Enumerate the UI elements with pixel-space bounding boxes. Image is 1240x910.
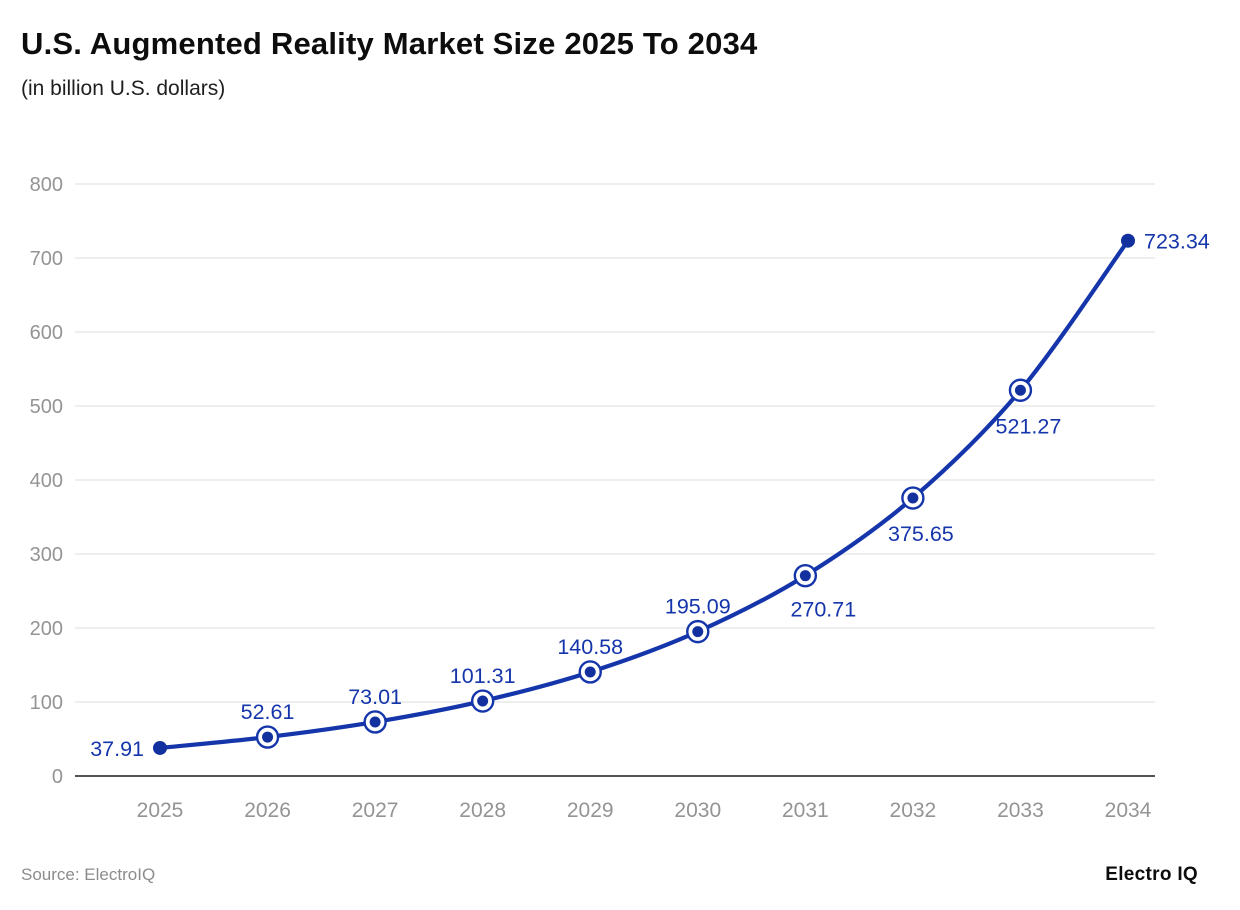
data-point-marker (1121, 233, 1135, 248)
data-point-label: 723.34 (1144, 230, 1210, 254)
data-point-label: 521.27 (996, 414, 1062, 438)
y-tick-label: 0 (52, 766, 63, 788)
data-point-label: 73.01 (348, 685, 402, 709)
y-tick-label: 300 (30, 544, 63, 566)
data-point-marker (692, 626, 704, 638)
data-point-marker (1014, 384, 1026, 396)
y-tick-label: 200 (30, 618, 63, 640)
x-tick-label: 2029 (567, 799, 614, 822)
x-tick-label: 2028 (459, 799, 506, 822)
y-tick-label: 500 (30, 396, 63, 418)
page-root: { "header": { "title": "U.S. Augmented R… (0, 26, 1240, 910)
data-point-label: 375.65 (888, 522, 954, 546)
y-tick-label: 100 (30, 692, 63, 714)
data-point-marker (153, 740, 167, 755)
y-tick-label: 600 (30, 322, 63, 344)
data-point-label: 270.71 (790, 598, 856, 622)
y-tick-label: 700 (30, 248, 63, 270)
data-point-label: 52.61 (241, 700, 295, 724)
x-tick-label: 2030 (674, 799, 721, 822)
x-tick-label: 2033 (997, 799, 1044, 822)
x-tick-label: 2032 (890, 799, 937, 822)
data-point-label: 37.91 (90, 737, 144, 761)
y-tick-label: 800 (30, 174, 63, 196)
x-tick-label: 2031 (782, 799, 829, 822)
y-tick-label: 400 (30, 470, 63, 492)
data-point-marker (907, 492, 919, 504)
brand-logo: Electro IQ (1105, 864, 1198, 885)
x-tick-label: 2034 (1105, 799, 1152, 822)
data-point-marker (799, 570, 811, 582)
data-point-label: 195.09 (665, 595, 731, 619)
x-tick-label: 2025 (137, 799, 184, 822)
data-point-marker (262, 731, 274, 743)
data-point-label: 101.31 (450, 664, 516, 688)
line-chart: 0 100 200 300 400 500 600 700 800 2025 2026 2027 202… (0, 166, 1240, 826)
source-text: Source: ElectroIQ (21, 865, 156, 884)
chart-title: U.S. Augmented Reality Market Size 2025 … (21, 26, 758, 61)
footer: Source: ElectroIQ Electro IQ (21, 864, 1198, 886)
line-chart-svg: 0 100 200 300 400 500 600 700 800 2025 2026 2027 202… (30, 174, 1210, 822)
data-point-marker (477, 695, 489, 707)
x-tick-label: 2027 (352, 799, 399, 822)
x-tick-label: 2026 (244, 799, 291, 822)
data-point-label: 140.58 (557, 635, 623, 659)
data-point-marker (369, 716, 381, 728)
data-point-marker (584, 666, 596, 678)
series-line (157, 238, 1131, 751)
chart-subtitle: (in billion U.S. dollars) (21, 77, 226, 100)
